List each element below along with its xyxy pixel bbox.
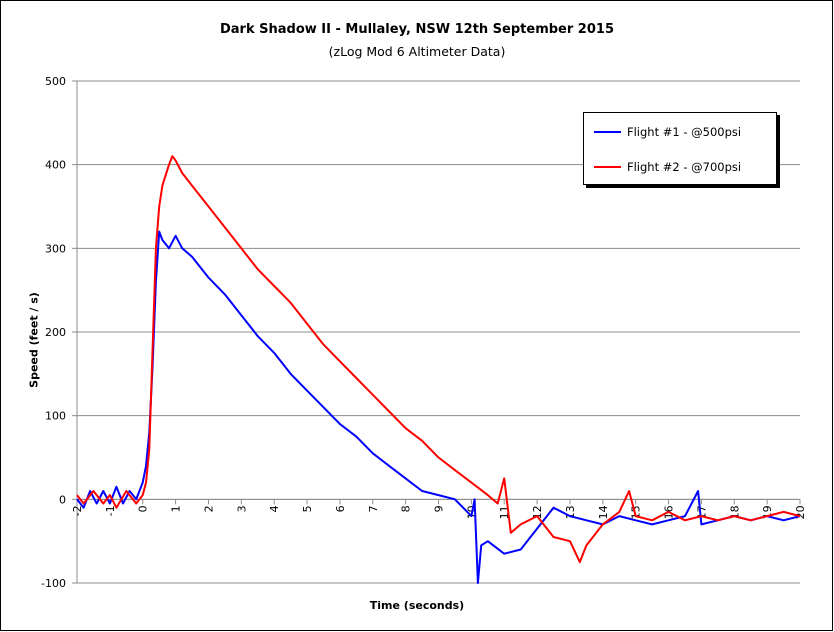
legend-item-flight-2: Flight #2 - @700psi [594,159,741,175]
x-axis-label: Time (seconds) [369,599,465,612]
x-tick-label: 2 [202,505,215,512]
series-lines [76,155,801,584]
x-tick-label: 12 [531,505,544,519]
x-tick-label: 4 [268,505,281,512]
series-line-flight-1 [76,230,801,584]
legend-label-flight-1: Flight #1 - @500psi [627,125,742,139]
legend-item-flight-1: Flight #1 - @500psi [594,124,741,140]
gridlines [77,80,800,584]
legend-swatch-flight-1 [594,131,621,133]
x-tick-label: -2 [71,505,84,516]
y-tick-label: 300 [45,242,66,255]
x-tick-label: 14 [597,505,610,519]
y-tick-labels: -100 0 100 200 300 400 500 [41,75,66,590]
chart-title: Dark Shadow II - Mullaley, NSW 12th Sept… [219,22,614,37]
x-tick-label: 6 [334,505,347,512]
x-tick-label: 0 [137,505,150,512]
legend: Flight #1 - @500psi Flight #2 - @700psi [583,112,777,185]
series-line-flight-2 [76,155,801,564]
y-tick-label: 400 [45,159,66,172]
chart-subtitle: (zLog Mod 6 Altimeter Data) [328,44,506,59]
x-tick-label: 5 [301,505,314,512]
y-tick-label: 200 [45,326,66,339]
y-tick-label: 100 [45,410,66,423]
x-tick-label: 13 [564,505,577,519]
legend-label-flight-2: Flight #2 - @700psi [627,160,742,174]
x-tick-label: 7 [367,505,380,512]
x-tick-label: 3 [235,505,248,512]
y-tick-label: -100 [41,577,66,590]
x-tick-label: 1 [170,505,183,512]
y-tick-label: 500 [45,75,66,88]
x-tick-labels: -2 -1 0 1 2 3 4 5 6 7 8 9 10 11 12 13 14 15 16 17 18 19 20 [71,505,807,519]
y-tick-label: 0 [59,493,66,506]
legend-swatch-flight-2 [594,166,621,168]
x-tick-label: 9 [433,505,446,512]
x-tick-label: -1 [104,505,117,516]
x-tick-label: 8 [400,505,413,512]
